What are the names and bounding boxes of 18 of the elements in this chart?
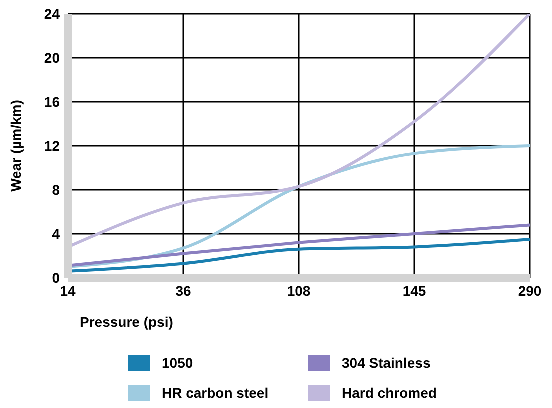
x-tick-label: 290 xyxy=(518,282,542,299)
x-tick-label: 145 xyxy=(402,282,426,299)
x-tick-label: 108 xyxy=(287,282,311,299)
y-tick-label: 24 xyxy=(44,6,60,22)
y-tick-label: 8 xyxy=(52,182,60,198)
y-tick-label: 16 xyxy=(44,94,60,110)
y-tick-label: 12 xyxy=(44,138,60,154)
legend-label: 1050 xyxy=(162,355,194,371)
legend-label: HR carbon steel xyxy=(162,385,269,401)
y-tick-label: 4 xyxy=(52,226,60,242)
y-tick-label: 0 xyxy=(52,270,60,286)
legend-label: Hard chromed xyxy=(342,385,437,401)
x-tick-label: 14 xyxy=(60,282,76,299)
y-tick-label: 20 xyxy=(44,50,60,66)
x-tick-label: 36 xyxy=(176,282,192,299)
x-axis-title: Pressure (psi) xyxy=(80,314,174,330)
legend-label: 304 Stainless xyxy=(342,355,431,371)
y-axis-title: Wear (µm/km) xyxy=(8,100,24,192)
